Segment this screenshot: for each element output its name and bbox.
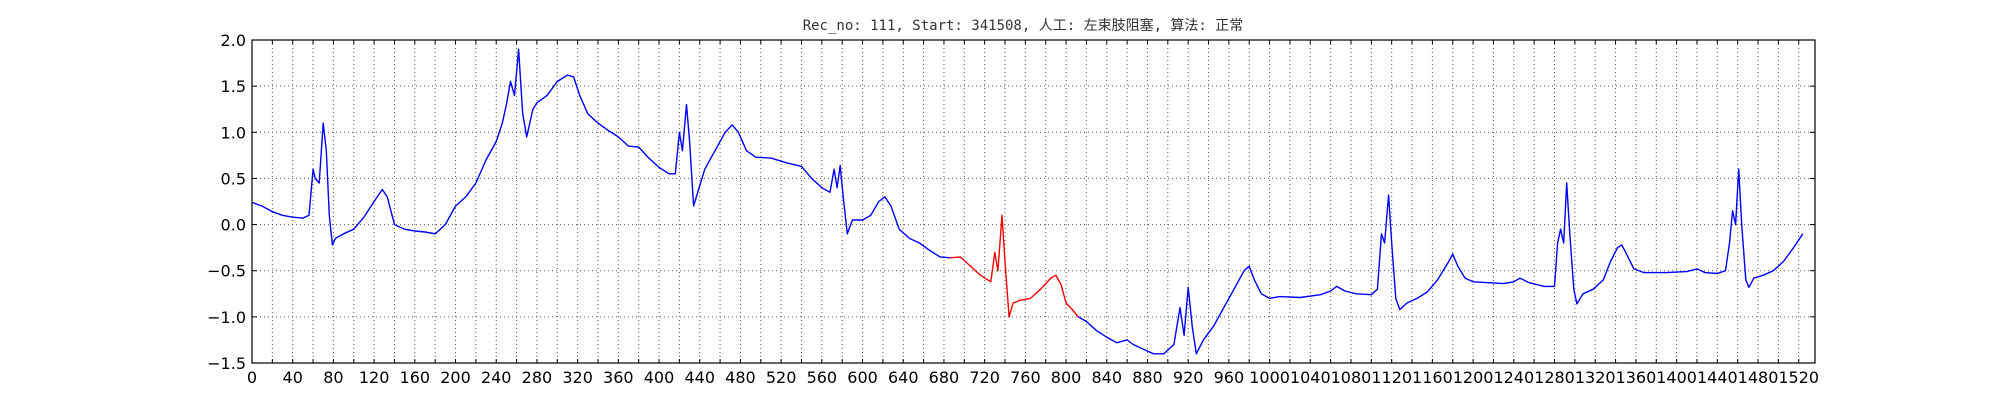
x-tick-label: 1160 bbox=[1412, 368, 1453, 387]
y-tick-label: −1.5 bbox=[207, 354, 246, 373]
x-tick-label: 240 bbox=[481, 368, 512, 387]
x-tick-label: 0 bbox=[247, 368, 257, 387]
x-tick-label: 1040 bbox=[1290, 368, 1331, 387]
x-tick-label: 1520 bbox=[1778, 368, 1819, 387]
x-tick-label: 800 bbox=[1051, 368, 1082, 387]
x-tick-label: 1120 bbox=[1371, 368, 1412, 387]
x-tick-label: 960 bbox=[1214, 368, 1245, 387]
y-tick-label: 1.5 bbox=[221, 77, 246, 96]
x-tick-label: 720 bbox=[969, 368, 1000, 387]
x-tick-label: 40 bbox=[283, 368, 303, 387]
y-tick-label: 0.5 bbox=[221, 169, 246, 188]
x-tick-label: 640 bbox=[888, 368, 919, 387]
x-tick-label: 560 bbox=[807, 368, 838, 387]
x-tick-label: 1200 bbox=[1453, 368, 1494, 387]
x-tick-label: 760 bbox=[1010, 368, 1041, 387]
x-tick-label: 1320 bbox=[1575, 368, 1616, 387]
x-tick-label: 80 bbox=[323, 368, 343, 387]
y-tick-label: 0.0 bbox=[221, 216, 246, 235]
x-tick-label: 1400 bbox=[1656, 368, 1697, 387]
y-axis-ticks: −1.5 −1.0 −0.5 0.0 0.5 1.0 1.5 2.0 bbox=[207, 31, 1815, 373]
x-tick-label: 160 bbox=[400, 368, 431, 387]
x-tick-label: 1240 bbox=[1493, 368, 1534, 387]
x-tick-label: 200 bbox=[440, 368, 471, 387]
x-tick-label: 440 bbox=[684, 368, 715, 387]
series-line-1 bbox=[251, 48, 951, 259]
x-tick-label: 280 bbox=[522, 368, 553, 387]
x-tick-label: 520 bbox=[766, 368, 797, 387]
x-tick-label: 680 bbox=[929, 368, 960, 387]
series-layer bbox=[251, 48, 1804, 355]
y-tick-label: −1.0 bbox=[207, 308, 246, 327]
x-tick-label: 320 bbox=[562, 368, 593, 387]
x-tick-label: 1080 bbox=[1331, 368, 1372, 387]
plot-frame bbox=[251, 39, 1816, 364]
grid-lines bbox=[252, 40, 1815, 363]
x-tick-label: 480 bbox=[725, 368, 756, 387]
x-tick-label: 600 bbox=[847, 368, 878, 387]
y-tick-label: 2.0 bbox=[221, 31, 246, 50]
y-tick-label: 1.0 bbox=[221, 123, 246, 142]
x-axis-ticks: 0 40 80 120 160 200 240 280 320 360 400 440 480 520 56… bbox=[247, 40, 1819, 387]
series-line-2 bbox=[950, 214, 1079, 318]
series-line-3 bbox=[1077, 168, 1804, 355]
chart-title: Rec_no: 111, Start: 341508, 人工: 左束肢阻塞, 算… bbox=[803, 17, 1244, 34]
x-tick-label: 1280 bbox=[1534, 368, 1575, 387]
x-tick-label: 120 bbox=[359, 368, 390, 387]
x-tick-label: 840 bbox=[1091, 368, 1122, 387]
x-tick-label: 1440 bbox=[1697, 368, 1738, 387]
y-tick-label: −0.5 bbox=[207, 262, 246, 281]
x-tick-label: 1360 bbox=[1616, 368, 1657, 387]
x-tick-label: 360 bbox=[603, 368, 634, 387]
x-tick-label: 920 bbox=[1173, 368, 1204, 387]
x-tick-label: 400 bbox=[644, 368, 675, 387]
x-tick-label: 880 bbox=[1132, 368, 1163, 387]
x-tick-label: 1000 bbox=[1249, 368, 1290, 387]
x-tick-label: 1480 bbox=[1738, 368, 1779, 387]
